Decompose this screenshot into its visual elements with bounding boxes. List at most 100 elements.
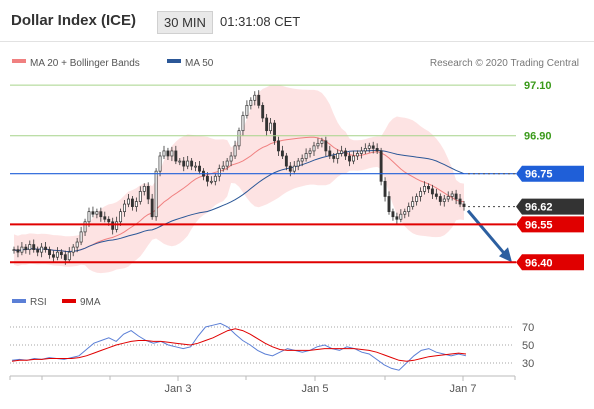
timestamp: 01:31:08 CET	[220, 14, 301, 29]
candle-body	[324, 140, 328, 152]
candle-body	[371, 145, 375, 149]
candle-body	[134, 201, 138, 207]
candle-body	[198, 165, 201, 172]
candle-body	[12, 249, 16, 251]
candle-body	[300, 158, 304, 162]
candle-body	[336, 153, 340, 159]
price-legend: MA 20 + Bollinger Bands MA 50 Research ©…	[12, 58, 579, 69]
candle-body	[442, 198, 446, 202]
9ma-line	[11, 328, 467, 362]
candle-body	[340, 150, 344, 154]
candle-body	[395, 216, 399, 220]
candle-body	[273, 122, 276, 142]
candle-body	[316, 142, 320, 147]
candle-body	[213, 175, 217, 182]
rsi-line	[11, 322, 467, 371]
candle-body	[138, 191, 142, 202]
candle-body	[434, 193, 438, 197]
candle-body	[245, 105, 249, 116]
candle-body	[399, 213, 403, 220]
candle-body	[423, 186, 426, 192]
legend-label-rsi: RSI	[30, 297, 47, 308]
candle-body	[63, 254, 67, 261]
support-resistance-levels: 97.10 96.90 96.75 96.62 96.55 96.40	[10, 80, 584, 271]
level-tag-96-55	[516, 216, 584, 233]
candle-body	[158, 155, 162, 172]
candle-body	[20, 246, 24, 253]
candle-body	[87, 211, 91, 223]
candle-body	[269, 122, 273, 132]
candle-body	[261, 105, 265, 119]
candles	[12, 90, 466, 265]
candle-body	[296, 160, 300, 167]
candle-body	[48, 249, 51, 256]
candle-body	[190, 160, 194, 167]
candle-body	[280, 150, 284, 157]
candle-body	[182, 160, 186, 167]
rsi-tick-50: 50	[522, 340, 534, 352]
candle-body	[312, 145, 316, 152]
candle-body	[91, 211, 95, 215]
chart-header: Dollar Index (ICE) 30 MIN 01:31:08 CET	[0, 0, 594, 42]
candle-body	[233, 145, 237, 157]
candle-body	[75, 241, 79, 248]
interval-selector[interactable]: 30 MIN	[157, 11, 213, 34]
candle-body	[174, 150, 178, 162]
candle-body	[462, 203, 466, 207]
candle-body	[217, 168, 221, 177]
legend-swatch-9ma	[62, 299, 76, 303]
rsi-legend: RSI 9MA	[12, 297, 101, 308]
candle-body	[355, 153, 359, 157]
copyright-text: Research © 2020 Trading Central	[430, 58, 579, 69]
candle-body	[427, 186, 430, 190]
level-label-96-90: 96.90	[524, 131, 552, 143]
candle-body	[430, 188, 434, 195]
instrument-title: Dollar Index (ICE)	[11, 12, 137, 29]
candle-body	[36, 249, 40, 253]
candle-body	[225, 160, 229, 167]
candle-body	[446, 196, 450, 200]
candle-body	[71, 246, 75, 253]
ma50-line	[13, 149, 465, 253]
candle-body	[32, 244, 36, 250]
candle-body	[375, 148, 379, 152]
candle-body	[166, 150, 170, 157]
candle-body	[450, 193, 454, 197]
level-tag-text-96-40: 96.40	[525, 257, 553, 269]
x-axis: Jan 3 Jan 5 Jan 7	[9, 375, 516, 395]
candle-body	[52, 254, 55, 258]
candle-body	[130, 198, 134, 207]
candle-body	[359, 150, 363, 154]
candle-body	[95, 211, 99, 215]
candle-body	[253, 94, 257, 101]
candle-body	[79, 231, 83, 243]
legend-label-ma20: MA 20 + Bollinger Bands	[30, 58, 140, 69]
candle-body	[403, 211, 407, 215]
legend-swatch-ma20	[12, 59, 26, 63]
candle-body	[237, 130, 241, 147]
candle-body	[83, 221, 87, 233]
candle-body	[103, 216, 107, 220]
candle-body	[178, 160, 182, 163]
x-tick-label: Jan 3	[165, 383, 192, 395]
candle-body	[186, 160, 190, 167]
level-tag-text-96-75: 96.75	[525, 169, 553, 181]
candle-body	[119, 211, 123, 223]
candle-body	[55, 251, 59, 258]
rsi-tick-30: 30	[522, 358, 534, 370]
candle-body	[249, 99, 253, 106]
level-tag-96-40	[516, 254, 584, 271]
candle-body	[28, 244, 32, 250]
candle-body	[154, 170, 158, 218]
x-tick-label: Jan 5	[302, 383, 329, 395]
candle-body	[292, 165, 296, 172]
candle-body	[257, 94, 261, 106]
level-tag-96-75	[516, 165, 584, 182]
candle-body	[407, 206, 411, 213]
candle-body	[411, 201, 415, 207]
legend-swatch-ma50	[167, 59, 181, 63]
candle-body	[328, 150, 332, 157]
candle-body	[363, 148, 367, 152]
candle-body	[229, 155, 233, 162]
